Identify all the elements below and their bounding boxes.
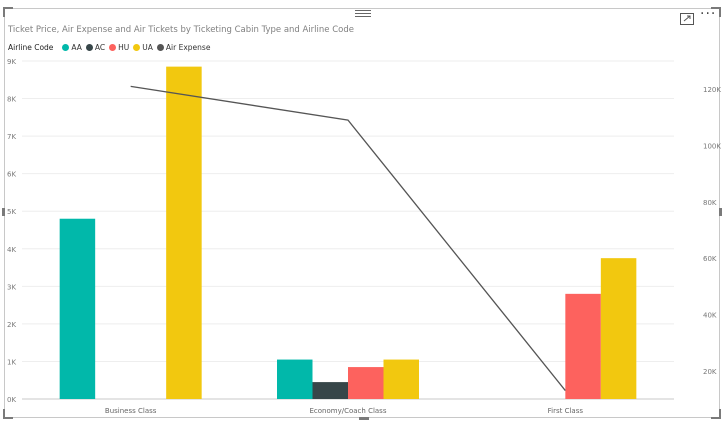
- legend-label-hu: HU: [118, 43, 130, 52]
- bar-aa-economy-coach-class: [277, 359, 313, 399]
- bar-ua-business-class: [166, 66, 202, 399]
- bar-ua-economy-coach-class: [383, 359, 419, 399]
- y-axis-left-tick-label: 6K: [7, 171, 16, 179]
- legend: Airline Code AA AC HU UA Air Expense: [8, 43, 214, 52]
- y-axis-left-tick-label: 7K: [7, 133, 16, 141]
- resize-handle-top-right[interactable]: [711, 7, 721, 17]
- legend-item-air-expense[interactable]: Air Expense: [156, 43, 211, 52]
- y-axis-right-tick-label: 40K: [703, 312, 717, 320]
- resize-handle-right[interactable]: [719, 208, 722, 216]
- resize-handle-bottom[interactable]: [359, 417, 369, 420]
- y-axis-left-tick-label: 1K: [7, 358, 16, 366]
- y-axis-left-tick-label: 4K: [7, 246, 16, 254]
- y-axis-right-tick-label: 100K: [703, 143, 721, 151]
- legend-label-aa: AA: [71, 43, 82, 52]
- y-axis-right-tick-label: 20K: [703, 368, 717, 376]
- bar-ac-economy-coach-class: [312, 382, 348, 399]
- y-axis-right-tick-label: 60K: [703, 255, 717, 263]
- bar-hu-first-class: [565, 293, 601, 399]
- y-axis-left-tick-label: 9K: [7, 58, 16, 66]
- legend-title: Airline Code: [8, 43, 54, 52]
- resize-handle-bottom-left[interactable]: [3, 409, 13, 419]
- bar-aa-business-class: [59, 218, 96, 399]
- legend-label-ua: UA: [142, 43, 153, 52]
- legend-item-hu[interactable]: HU: [109, 43, 129, 52]
- bar-hu-economy-coach-class: [348, 367, 384, 399]
- y-axis-left-tick-label: 5K: [7, 208, 16, 216]
- x-axis-tick-label: Business Class: [105, 407, 157, 415]
- legend-dot-aa: [62, 44, 70, 51]
- line-air-expense: [130, 85, 566, 391]
- legend-dot-ac: [85, 44, 93, 51]
- legend-label-air-expense: Air Expense: [165, 43, 211, 52]
- more-options-icon[interactable]: ···: [700, 6, 717, 22]
- y-axis-left-tick-label: 3K: [7, 283, 16, 291]
- resize-handle-top-left[interactable]: [3, 7, 13, 17]
- legend-item-aa[interactable]: AA: [62, 43, 82, 52]
- legend-dot-hu: [109, 44, 117, 51]
- y-axis-left-tick-label: 0K: [7, 396, 16, 404]
- focus-mode-icon[interactable]: [680, 10, 694, 25]
- bar-ua-first-class: [600, 258, 637, 399]
- x-axis-tick-label: First Class: [548, 407, 584, 415]
- y-axis-right-tick-label: 120K: [703, 86, 721, 94]
- legend-label-ac: AC: [94, 43, 106, 52]
- x-axis-tick-label: Economy/Coach Class: [310, 407, 387, 415]
- y-axis-right-tick-label: 80K: [703, 199, 717, 207]
- legend-item-ua[interactable]: UA: [133, 43, 153, 52]
- legend-dot-air-expense: [156, 44, 164, 51]
- drag-grip-icon[interactable]: [355, 10, 371, 20]
- resize-handle-left[interactable]: [2, 208, 5, 216]
- resize-handle-bottom-right[interactable]: [711, 409, 721, 419]
- chart-title: Ticket Price, Air Expense and Air Ticket…: [8, 25, 354, 35]
- visual-container[interactable]: [2, 7, 722, 420]
- y-axis-left-tick-label: 8K: [7, 96, 16, 104]
- legend-item-ac[interactable]: AC: [85, 43, 106, 52]
- legend-dot-ua: [133, 44, 141, 51]
- y-axis-left-tick-label: 2K: [7, 321, 16, 329]
